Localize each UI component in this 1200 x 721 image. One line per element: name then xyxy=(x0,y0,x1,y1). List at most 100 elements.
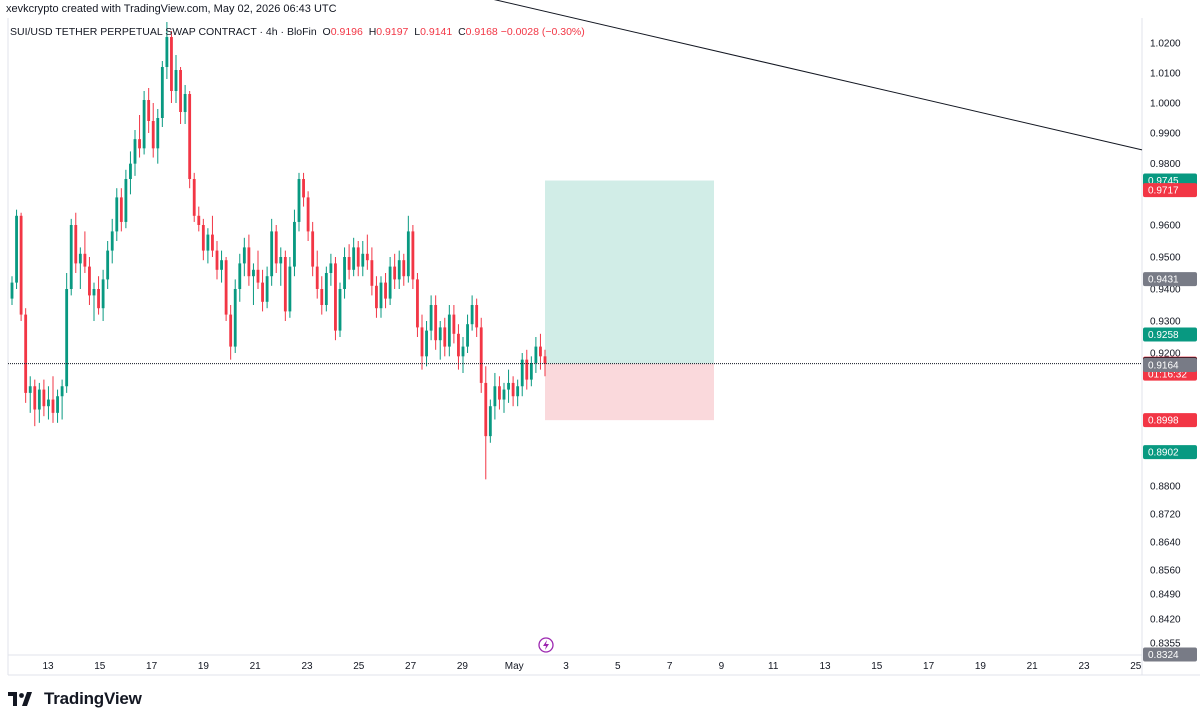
candle-body xyxy=(479,327,483,383)
symbol-legend[interactable]: SUI/USD TETHER PERPETUAL SWAP CONTRACT ·… xyxy=(10,26,585,38)
candle-body xyxy=(356,247,360,267)
ohlc-high: H0.9197 xyxy=(368,26,409,38)
candle-body xyxy=(534,346,538,363)
candle-body xyxy=(160,67,164,118)
candle-body xyxy=(201,225,205,251)
candle-body xyxy=(83,253,87,267)
candle-body xyxy=(311,231,315,267)
y-tick-label: 0.8720 xyxy=(1150,510,1181,521)
ohlc-close: C0.9168 xyxy=(458,26,498,38)
candle-body xyxy=(242,247,246,264)
candle-body xyxy=(511,382,515,397)
x-tick-label: 17 xyxy=(923,661,935,672)
candle-body xyxy=(247,247,251,277)
candle-body xyxy=(406,231,410,277)
price-badge-label: 0.9258 xyxy=(1148,330,1179,341)
candle-body xyxy=(19,215,23,315)
candle-body xyxy=(33,386,37,410)
price-badge xyxy=(1143,327,1197,342)
candle-body xyxy=(498,386,501,400)
candle-body xyxy=(188,94,192,179)
candle-body xyxy=(393,266,397,280)
candle-body xyxy=(283,257,287,312)
candle-body xyxy=(388,266,392,299)
candle-body xyxy=(520,359,524,387)
candle-body xyxy=(211,234,214,251)
candle-body xyxy=(320,289,324,305)
x-tick-label: 21 xyxy=(1027,661,1039,672)
x-tick-label: 5 xyxy=(615,661,621,672)
x-tick-label: 19 xyxy=(975,661,987,672)
footer-brand[interactable]: TradingView xyxy=(8,686,142,712)
x-tick-label: 13 xyxy=(819,661,831,672)
price-badge xyxy=(1143,445,1197,460)
candle-body xyxy=(270,231,274,277)
candle-body xyxy=(461,346,465,357)
candle-body xyxy=(183,94,187,112)
candle-body xyxy=(119,197,123,222)
candle-body xyxy=(229,314,233,347)
price-badge-label: 0.8902 xyxy=(1148,448,1179,459)
candle-body xyxy=(47,399,50,407)
y-tick-label: 0.9500 xyxy=(1150,253,1181,264)
y-tick-label: 0.9300 xyxy=(1150,317,1181,328)
candle-body xyxy=(507,382,510,390)
candle-body xyxy=(238,263,242,289)
tradingview-logo-icon xyxy=(8,692,32,706)
position-profit-zone xyxy=(545,180,714,364)
candle-body xyxy=(288,266,292,312)
candle-body xyxy=(539,346,542,357)
candle-body xyxy=(60,386,64,397)
candle-body xyxy=(293,221,296,267)
candle-body xyxy=(192,179,196,216)
x-tick-label: 13 xyxy=(42,661,54,672)
candle-body xyxy=(379,282,383,309)
y-tick-label: 0.9400 xyxy=(1150,285,1181,296)
candle-body xyxy=(297,179,301,222)
candle-body xyxy=(338,289,342,331)
candle-body xyxy=(106,250,110,280)
candle-body xyxy=(475,305,479,328)
candle-body xyxy=(233,289,237,347)
ohlc-open: O0.9196 xyxy=(322,26,363,38)
x-tick-label: 17 xyxy=(146,661,158,672)
candle-body xyxy=(384,282,387,299)
candle-body xyxy=(179,70,182,112)
ohlc-low: L0.9141 xyxy=(414,26,453,38)
candle-body xyxy=(397,260,401,280)
candle-body xyxy=(493,386,497,407)
x-tick-label: 9 xyxy=(719,661,725,672)
candle-body xyxy=(151,121,155,149)
y-tick-label: 0.8560 xyxy=(1150,566,1181,577)
symbol-name[interactable]: SUI/USD TETHER PERPETUAL SWAP CONTRACT ·… xyxy=(10,26,317,38)
y-tick-label: 0.8420 xyxy=(1150,615,1181,626)
y-tick-label: 0.9900 xyxy=(1150,129,1181,140)
candle-body xyxy=(543,356,547,364)
price-badge xyxy=(1143,183,1197,198)
candle-body xyxy=(438,327,442,341)
candle-body xyxy=(56,396,59,413)
candle-body xyxy=(525,359,529,380)
y-tick-label: 1.0000 xyxy=(1150,99,1181,110)
x-tick-label: 25 xyxy=(1130,661,1142,672)
candle-body xyxy=(416,279,419,328)
price-badge-countdown: 01:16:32 xyxy=(1148,370,1187,381)
candle-body xyxy=(470,305,474,325)
candle-body xyxy=(529,362,533,380)
price-badge xyxy=(1143,357,1197,372)
x-tick-label: 15 xyxy=(871,661,883,672)
candle-body xyxy=(343,257,346,289)
candle-body xyxy=(375,285,378,309)
candle-body xyxy=(165,37,169,67)
x-tick-label: 23 xyxy=(1078,661,1090,672)
y-tick-label: 0.8640 xyxy=(1150,538,1181,549)
lightning-bolt-icon xyxy=(543,640,549,650)
candle-body xyxy=(324,273,328,305)
candle-body xyxy=(197,215,201,225)
candle-body xyxy=(361,253,365,267)
lightning-event-icon xyxy=(538,637,554,653)
candle-body xyxy=(306,197,310,232)
candle-body xyxy=(115,197,119,232)
candle-body xyxy=(92,289,96,296)
